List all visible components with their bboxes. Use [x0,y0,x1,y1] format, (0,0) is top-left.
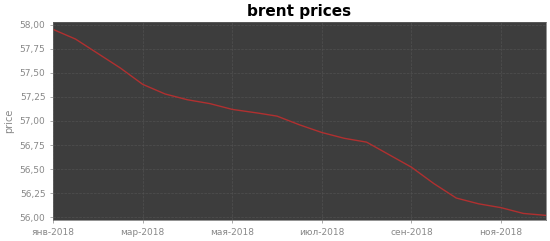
Title: brent prices: brent prices [248,4,351,19]
Y-axis label: price: price [4,109,14,133]
